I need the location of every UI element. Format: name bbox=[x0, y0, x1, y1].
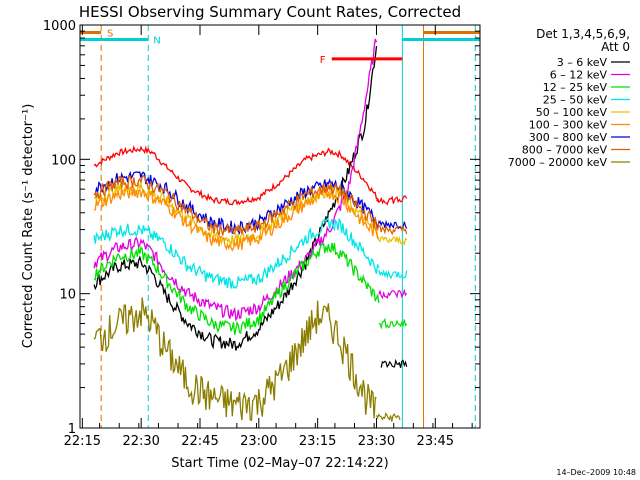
legend-label: 300 – 800 keV bbox=[529, 131, 608, 144]
chart-title: HESSI Observing Summary Count Rates, Cor… bbox=[79, 3, 461, 21]
series-segment-recovery bbox=[377, 131, 422, 204]
series-segment-recovery bbox=[378, 288, 408, 300]
series-line-0 bbox=[93, 46, 378, 351]
legend-label: 100 – 300 keV bbox=[529, 119, 608, 132]
flag-label: N bbox=[153, 35, 160, 46]
y-tick-label: 100 bbox=[51, 153, 76, 168]
series-line-8 bbox=[93, 297, 377, 422]
x-axis-label: Start Time (02–May–07 22:14:22) bbox=[171, 456, 388, 471]
series-segment-recovery bbox=[378, 224, 408, 236]
series-line-5 bbox=[93, 185, 379, 252]
legend-header-detectors: Det 1,3,4,5,6,9, bbox=[536, 27, 630, 41]
legend-label: 6 – 12 keV bbox=[550, 69, 608, 82]
x-tick-label: 22:15 bbox=[64, 434, 101, 449]
x-tick-label: 23:00 bbox=[240, 434, 277, 449]
y-tick-label: 10 bbox=[59, 288, 76, 303]
series-segment-recovery bbox=[378, 269, 408, 280]
series-segment-recovery bbox=[378, 317, 408, 330]
y-axis-label: Corrected Count Rate (s⁻¹ detector⁻¹) bbox=[21, 104, 36, 349]
x-tick-label: 22:30 bbox=[122, 434, 159, 449]
series-segment-recovery bbox=[378, 219, 408, 231]
x-tick-label: 22:45 bbox=[181, 434, 218, 449]
legend-label: 3 – 6 keV bbox=[557, 56, 608, 69]
legend-label: 12 – 25 keV bbox=[543, 81, 608, 94]
legend-label: 50 – 100 keV bbox=[536, 106, 608, 119]
series-line-1 bbox=[93, 38, 378, 322]
footer-timestamp: 14–Dec–2009 10:48 bbox=[556, 468, 636, 477]
series-segment-recovery bbox=[378, 235, 408, 247]
x-axis: 22:15 22:30 22:45 23:00 23:15 23:30 23:45 bbox=[64, 25, 473, 449]
y-tick-label: 1 bbox=[68, 422, 76, 437]
legend-label: 800 – 7000 keV bbox=[522, 144, 608, 157]
x-tick-label: 23:15 bbox=[299, 434, 336, 449]
series-line-7 bbox=[93, 174, 380, 236]
series-line-2 bbox=[93, 242, 380, 336]
flag-label: S bbox=[107, 28, 113, 39]
plot-area: S N F bbox=[79, 25, 480, 428]
x-tick-label: 23:30 bbox=[358, 434, 395, 449]
series-line-flare bbox=[93, 145, 380, 206]
legend-header-attenuator: Att 0 bbox=[601, 40, 630, 54]
flag-label: F bbox=[320, 55, 326, 66]
legend-label: 25 – 50 keV bbox=[543, 94, 608, 107]
plot-frame bbox=[79, 24, 481, 429]
series-segment-recovery bbox=[375, 411, 401, 422]
y-tick-label: 1000 bbox=[43, 19, 76, 34]
series-line-3 bbox=[93, 217, 380, 290]
legend-label: 7000 – 20000 keV bbox=[508, 156, 608, 169]
x-tick-label: 23:45 bbox=[417, 434, 454, 449]
series-segment-recovery bbox=[380, 358, 408, 369]
y-axis: 1 10 100 1000 bbox=[43, 19, 480, 437]
